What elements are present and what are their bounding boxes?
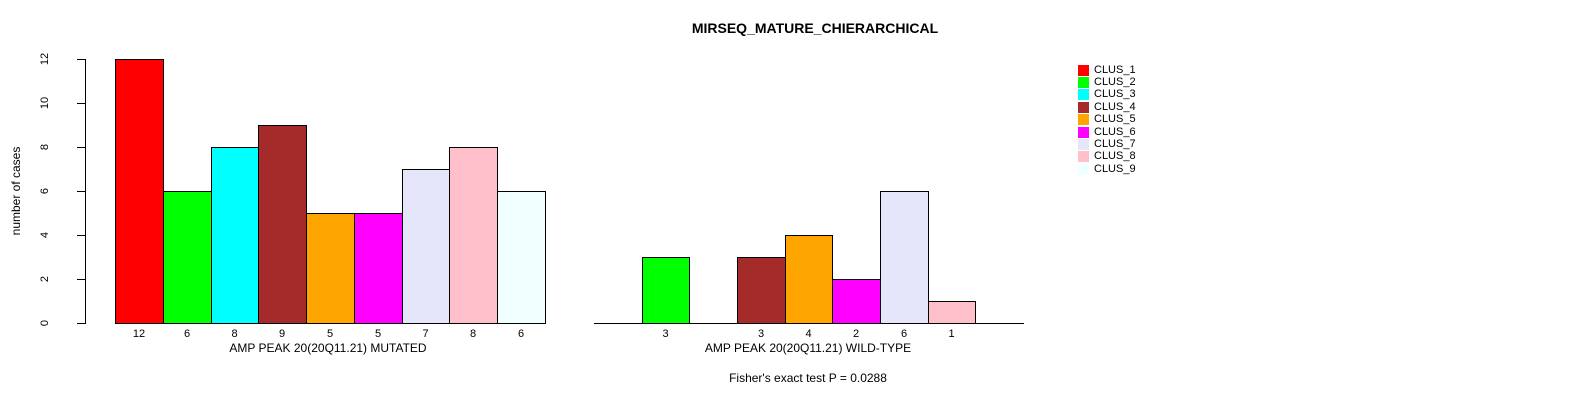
legend-swatch-CLUS_7 bbox=[1078, 139, 1089, 151]
legend-item-CLUS_2: CLUS_2 bbox=[1078, 76, 1136, 89]
bar-count-label: 3 bbox=[662, 328, 669, 340]
y-axis-tick bbox=[77, 279, 85, 280]
legend-item-CLUS_1: CLUS_1 bbox=[1078, 64, 1136, 76]
legend-swatch-CLUS_4 bbox=[1078, 101, 1089, 113]
bar-mutated-CLUS_7 bbox=[402, 169, 450, 324]
bar-count-label: 4 bbox=[805, 328, 812, 340]
bar-mutated-CLUS_3 bbox=[211, 147, 259, 324]
legend-label: CLUS_6 bbox=[1094, 125, 1136, 138]
legend-item-CLUS_4: CLUS_4 bbox=[1078, 101, 1136, 113]
legend-swatch-CLUS_8 bbox=[1078, 151, 1089, 163]
y-axis-tick bbox=[77, 323, 85, 324]
legend-label: CLUS_5 bbox=[1094, 113, 1136, 126]
legend-swatch-CLUS_1 bbox=[1078, 64, 1089, 76]
bar-count-label: 6 bbox=[517, 328, 525, 340]
bar-count-label: 6 bbox=[900, 328, 908, 340]
legend-item-CLUS_7: CLUS_7 bbox=[1078, 138, 1136, 151]
y-tick-label: 8 bbox=[39, 143, 51, 151]
legend-label: CLUS_4 bbox=[1094, 100, 1136, 113]
y-axis-tick bbox=[77, 103, 85, 104]
legend-label: CLUS_3 bbox=[1094, 88, 1136, 101]
y-axis-tick bbox=[77, 59, 85, 60]
x-axis-title-mutated: AMP PEAK 20(20Q11.21) MUTATED bbox=[229, 341, 427, 355]
legend-label: CLUS_2 bbox=[1094, 76, 1136, 89]
legend-swatch-CLUS_5 bbox=[1078, 114, 1089, 126]
y-tick-label: 10 bbox=[39, 96, 51, 110]
bar-mutated-CLUS_5 bbox=[306, 213, 355, 324]
y-tick-label: 12 bbox=[39, 52, 51, 66]
legend-swatch-CLUS_9 bbox=[1078, 163, 1089, 175]
y-axis-tick bbox=[77, 191, 85, 192]
bar-count-label: 6 bbox=[183, 328, 191, 340]
bar-mutated-CLUS_4 bbox=[258, 125, 307, 324]
legend-item-CLUS_6: CLUS_6 bbox=[1078, 126, 1136, 138]
fisher-test-note: Fisher's exact test P = 0.0288 bbox=[729, 371, 887, 385]
bar-wild-type-CLUS_8 bbox=[928, 301, 976, 324]
legend-label: CLUS_8 bbox=[1094, 150, 1136, 163]
bar-count-label: 8 bbox=[231, 328, 238, 340]
y-axis-tick bbox=[77, 147, 85, 148]
legend-swatch-CLUS_6 bbox=[1078, 126, 1089, 138]
y-tick-label: 6 bbox=[39, 187, 51, 195]
y-axis-line bbox=[85, 59, 86, 324]
bar-count-label: 12 bbox=[132, 328, 146, 340]
bar-count-label: 9 bbox=[278, 328, 286, 340]
legend-item-CLUS_3: CLUS_3 bbox=[1078, 89, 1136, 101]
bar-wild-type-CLUS_4 bbox=[737, 257, 786, 324]
y-tick-label: 0 bbox=[39, 319, 51, 327]
legend: CLUS_1 CLUS_2 CLUS_3 CLUS_4 CLUS_5 CLUS_6 CLUS… bbox=[1078, 64, 1136, 176]
legend-label: CLUS_7 bbox=[1094, 138, 1136, 151]
legend-swatch-CLUS_2 bbox=[1078, 77, 1089, 89]
bar-count-label: 5 bbox=[374, 328, 382, 340]
bar-count-label: 7 bbox=[422, 328, 429, 340]
chart-title: MIRSEQ_MATURE_CHIERARCHICAL bbox=[691, 20, 939, 36]
bar-mutated-CLUS_2 bbox=[163, 191, 212, 324]
legend-label: CLUS_1 bbox=[1094, 63, 1136, 76]
y-tick-label: 2 bbox=[39, 275, 51, 283]
bar-mutated-CLUS_6 bbox=[354, 213, 403, 324]
bar-wild-type-CLUS_5 bbox=[785, 235, 833, 324]
bar-count-label: 5 bbox=[326, 328, 334, 340]
legend-item-CLUS_9: CLUS_9 bbox=[1078, 163, 1136, 175]
bar-count-label: 3 bbox=[757, 328, 765, 340]
bar-mutated-CLUS_8 bbox=[449, 147, 498, 324]
legend-swatch-CLUS_3 bbox=[1078, 89, 1089, 101]
y-axis-tick bbox=[77, 235, 85, 236]
bar-count-label: 1 bbox=[948, 328, 955, 340]
legend-item-CLUS_5: CLUS_5 bbox=[1078, 114, 1136, 126]
bar-mutated-CLUS_9 bbox=[497, 191, 546, 324]
bar-wild-type-CLUS_6 bbox=[832, 279, 881, 324]
bar-mutated-CLUS_1 bbox=[115, 59, 164, 324]
bar-wild-type-CLUS_2 bbox=[642, 257, 690, 324]
bar-count-label: 8 bbox=[469, 328, 477, 340]
bar-wild-type-CLUS_7 bbox=[880, 191, 929, 324]
y-axis-title: number of cases bbox=[9, 146, 23, 236]
legend-label: CLUS_9 bbox=[1094, 162, 1136, 175]
legend-item-CLUS_8: CLUS_8 bbox=[1078, 151, 1136, 163]
x-axis-title-wildtype: AMP PEAK 20(20Q11.21) WILD-TYPE bbox=[704, 341, 912, 355]
bar-count-label: 2 bbox=[852, 328, 860, 340]
y-tick-label: 4 bbox=[39, 231, 51, 239]
